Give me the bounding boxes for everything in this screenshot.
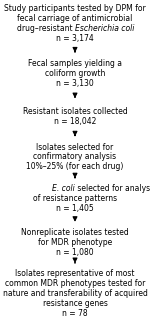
Text: of resistance patterns: of resistance patterns	[33, 194, 117, 204]
Text: Nonreplicate isolates tested: Nonreplicate isolates tested	[21, 228, 129, 237]
Text: Study participants tested by DPM for: Study participants tested by DPM for	[4, 4, 146, 13]
Text: n = 1,405: n = 1,405	[56, 204, 94, 213]
Text: 10%–25% (for each drug): 10%–25% (for each drug)	[26, 162, 124, 171]
Text: common MDR phenotypes tested for: common MDR phenotypes tested for	[5, 279, 145, 288]
Text: n = 78: n = 78	[62, 309, 88, 317]
Text: n = 1,080: n = 1,080	[56, 248, 94, 257]
Text: coliform growth: coliform growth	[45, 68, 105, 78]
Text: n = 18,042: n = 18,042	[54, 117, 96, 126]
Text: Fecal samples yielding a: Fecal samples yielding a	[28, 59, 122, 68]
Text: drug–resistant: drug–resistant	[17, 24, 75, 33]
Text: selected for analysis: selected for analysis	[75, 184, 150, 193]
Text: n = 3,174: n = 3,174	[56, 34, 94, 43]
Text: nature and transferability of acquired: nature and transferability of acquired	[3, 289, 147, 298]
Text: fecal carriage of antimicrobial: fecal carriage of antimicrobial	[17, 14, 133, 23]
Text: E. coli: E. coli	[52, 184, 75, 193]
Text: Resistant isolates collected: Resistant isolates collected	[23, 107, 127, 116]
Text: Isolates selected for: Isolates selected for	[36, 143, 114, 152]
Text: Escherichia coli: Escherichia coli	[75, 24, 134, 33]
Text: confirmatory analysis: confirmatory analysis	[33, 152, 117, 161]
Text: Isolates representative of most: Isolates representative of most	[15, 269, 135, 278]
Text: for MDR phenotype: for MDR phenotype	[38, 238, 112, 247]
Text: resistance genes: resistance genes	[43, 299, 107, 308]
Text: n = 3,130: n = 3,130	[56, 79, 94, 87]
